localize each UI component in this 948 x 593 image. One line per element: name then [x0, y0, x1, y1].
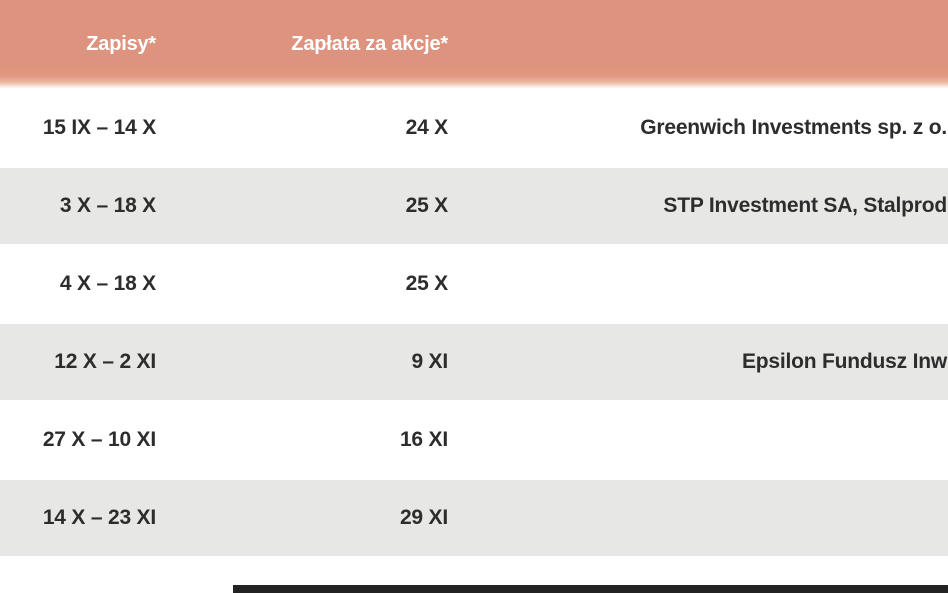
company-cell: Greenwich Investments sp. z o.: [640, 116, 947, 139]
zapisy-cell: 4 X – 18 X: [59, 272, 156, 295]
table-row: 3 X – 18 X 25 X STP Investment SA, Stalp…: [0, 168, 948, 244]
table-header: Zapisy* Zapłata za akcje*: [0, 0, 948, 88]
bottom-bar: [233, 585, 948, 593]
zaplata-cell: 24 X: [405, 116, 449, 139]
table-row: 14 X – 23 XI 29 XI: [0, 480, 948, 556]
header-zapisy: Zapisy*: [86, 32, 156, 55]
header-zaplata-za-akcje: Zapłata za akcje*: [291, 32, 448, 55]
zapisy-cell: 15 IX – 14 X: [42, 116, 156, 139]
zaplata-cell: 25 X: [405, 272, 449, 295]
company-cell: STP Investment SA, Stalprod: [663, 194, 947, 217]
table-row: 27 X – 10 XI 16 XI: [0, 402, 948, 478]
zaplata-cell: 25 X: [405, 194, 449, 217]
table-row: 12 X – 2 XI 9 XI Epsilon Fundusz Inw: [0, 324, 948, 400]
zaplata-cell: 29 XI: [399, 506, 448, 529]
zapisy-cell: 27 X – 10 XI: [42, 428, 156, 451]
zapisy-cell: 3 X – 18 X: [59, 194, 156, 217]
table-body: 15 IX – 14 X 24 X Greenwich Investments …: [0, 90, 948, 556]
table-row: 4 X – 18 X 25 X: [0, 246, 948, 322]
zaplata-cell: 16 XI: [399, 428, 448, 451]
zapisy-cell: 14 X – 23 XI: [42, 506, 156, 529]
company-cell: Epsilon Fundusz Inw: [741, 350, 947, 373]
table-row: 15 IX – 14 X 24 X Greenwich Investments …: [0, 90, 948, 166]
zaplata-cell: 9 XI: [411, 350, 448, 373]
zapisy-cell: 12 X – 2 XI: [54, 350, 156, 373]
